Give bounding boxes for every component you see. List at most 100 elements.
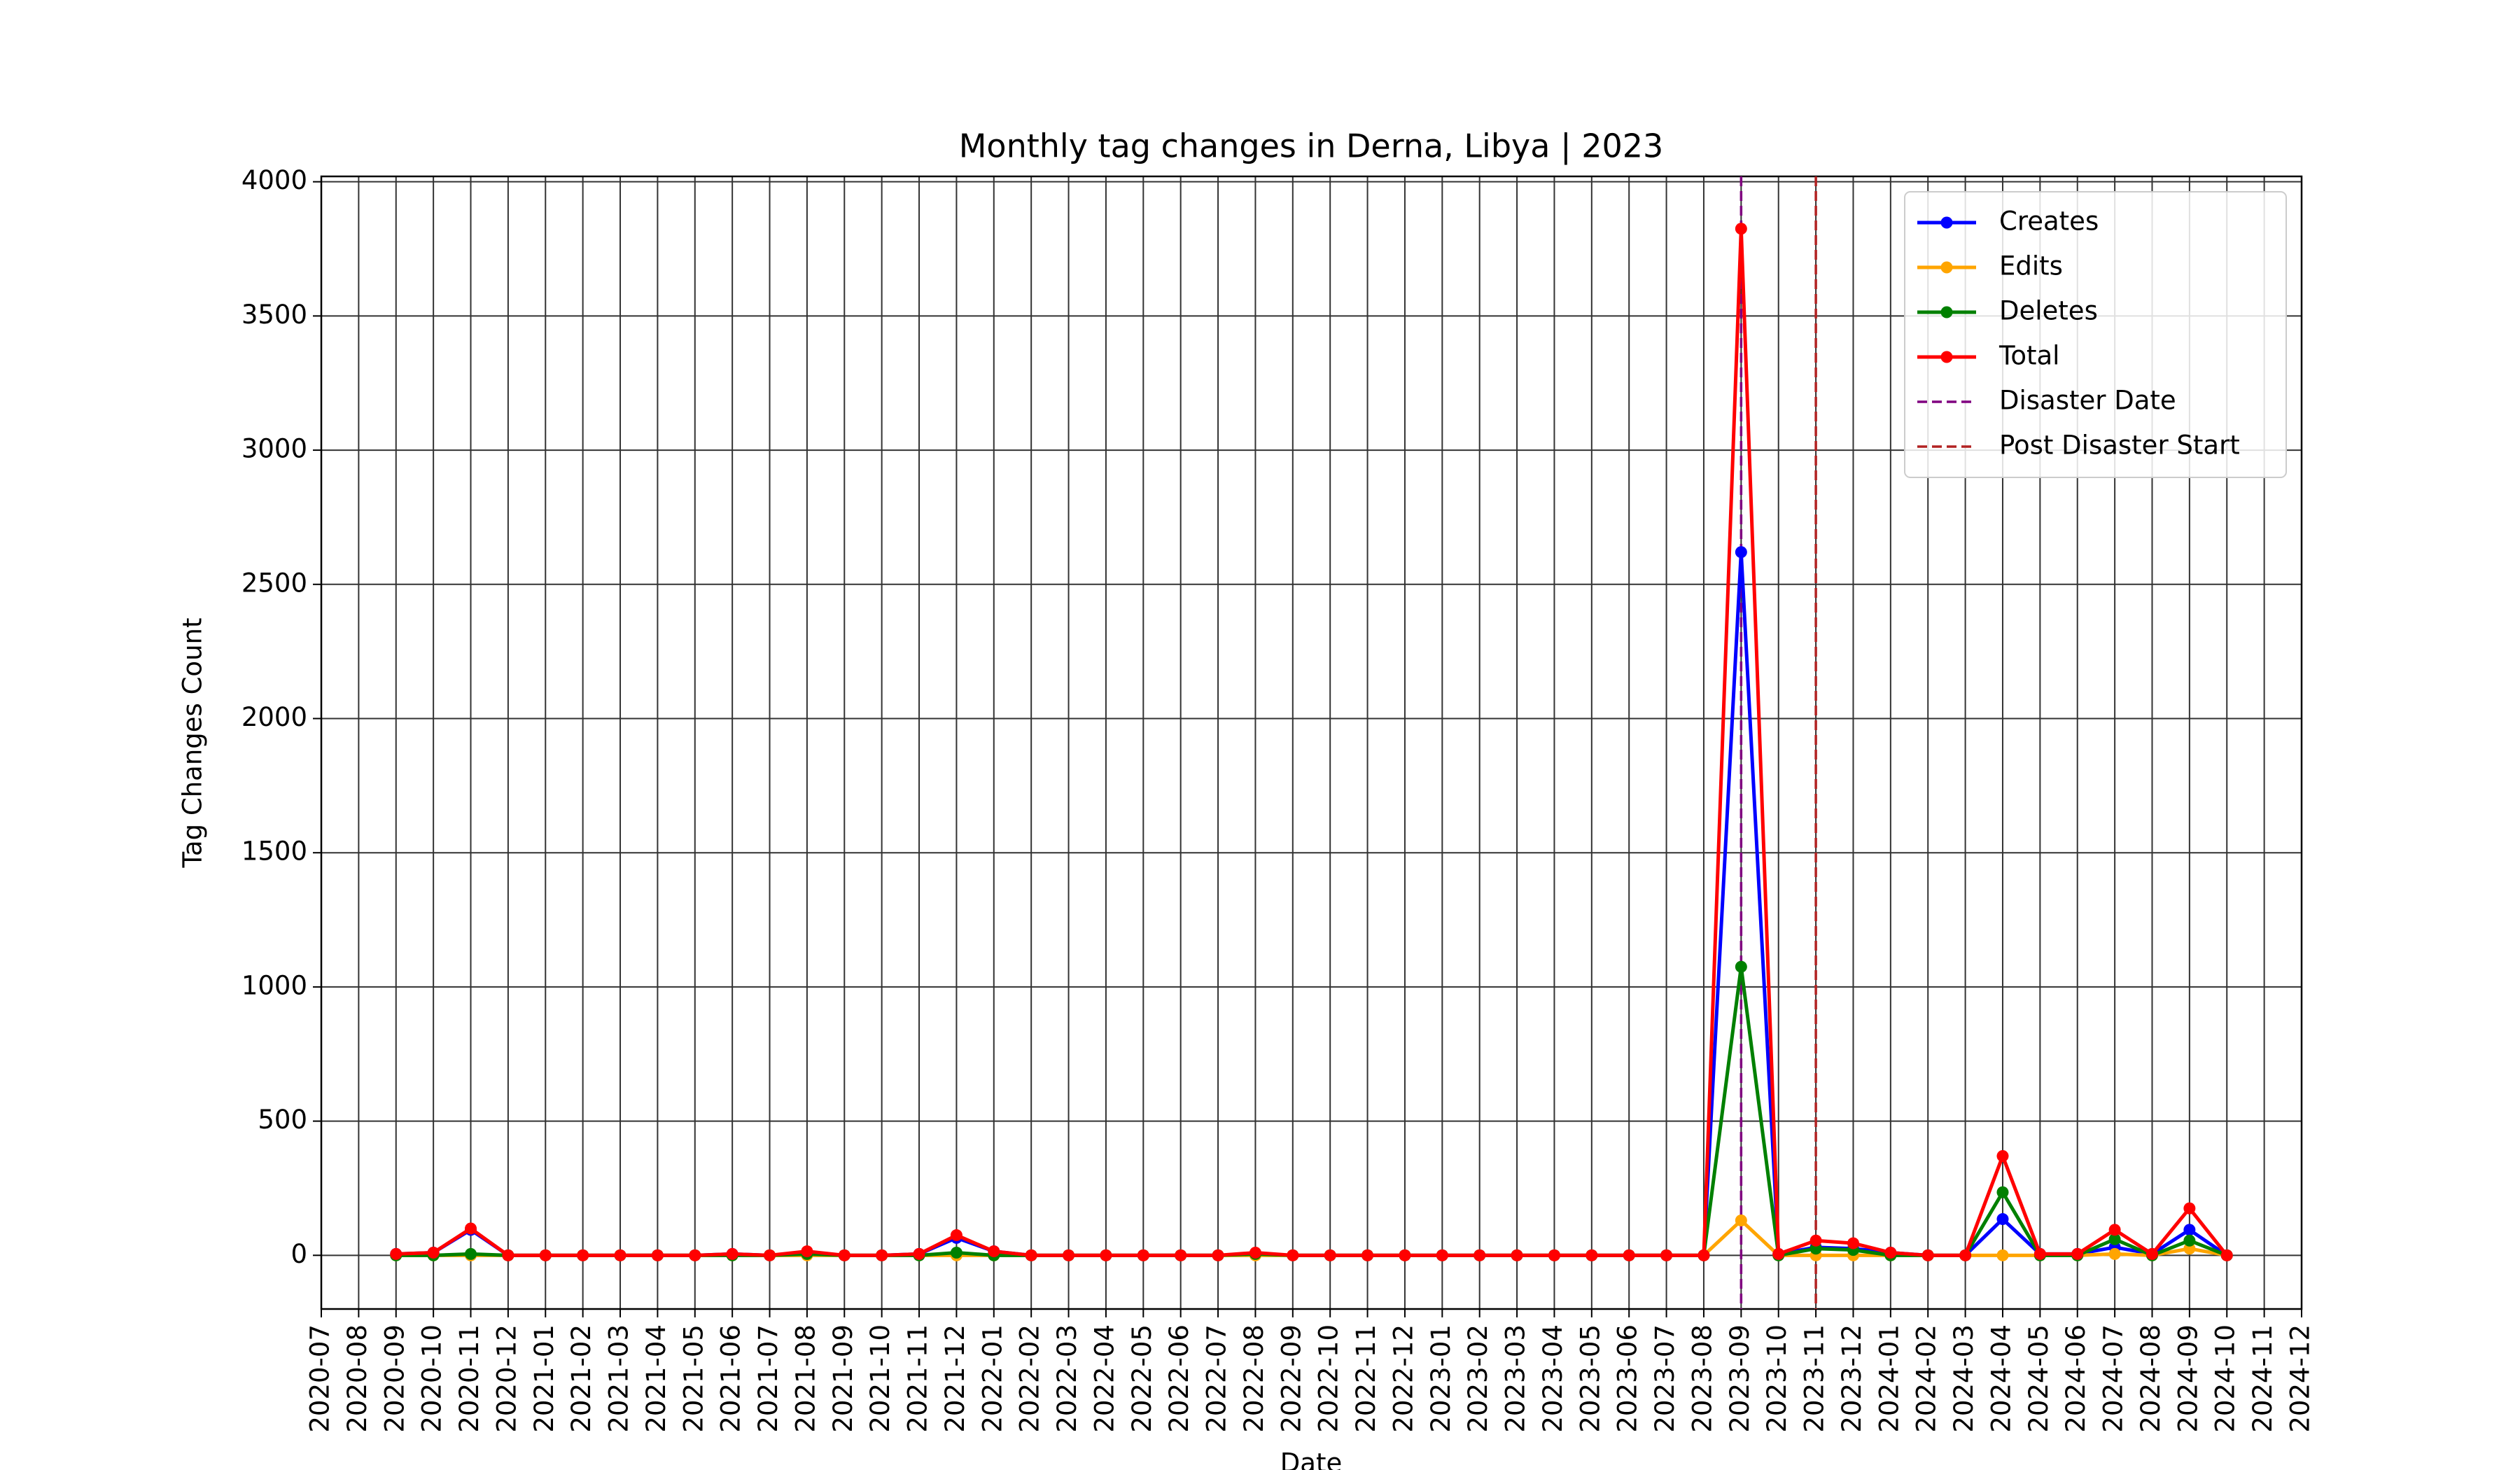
x-tick-label: 2021-10 [865,1324,895,1433]
x-tick-label: 2020-08 [342,1324,372,1433]
data-point [689,1249,701,1261]
x-tick-label: 2022-02 [1015,1324,1045,1433]
data-point [1025,1249,1037,1261]
y-tick-label: 1000 [241,970,307,1000]
data-point [2033,1247,2046,1260]
legend-marker [1940,216,1953,229]
data-point [2071,1247,2084,1260]
x-tick-label: 2021-01 [529,1324,559,1433]
data-point [876,1249,888,1261]
data-point [2108,1247,2121,1260]
x-tick-label: 2021-08 [790,1324,820,1433]
data-point [1921,1249,1934,1261]
x-tick-label: 2022-08 [1239,1324,1269,1433]
x-tick-label: 2021-05 [678,1324,708,1433]
data-point [2146,1247,2158,1260]
x-tick-label: 2024-09 [2173,1324,2203,1433]
y-tick-label: 500 [258,1105,307,1135]
x-tick-label: 2020-07 [305,1324,335,1433]
x-tick-label: 2024-04 [1986,1324,2016,1433]
x-tick-label: 2023-11 [1800,1324,1830,1433]
data-point [1100,1249,1112,1261]
x-tick-label: 2021-02 [566,1324,596,1433]
x-tick-label: 2021-12 [940,1324,970,1433]
data-point [465,1247,477,1260]
data-point [950,1229,962,1242]
data-point [1996,1186,2009,1198]
x-tick-label: 2021-03 [604,1324,634,1433]
data-point [2108,1233,2121,1245]
legend-box [1904,191,2287,478]
x-tick-label: 2023-12 [1837,1324,1867,1433]
y-tick-label: 0 [290,1239,307,1269]
data-point [1735,546,1747,559]
x-tick-label: 2021-07 [753,1324,783,1433]
x-tick-label: 2023-06 [1613,1324,1643,1433]
x-tick-label: 2022-07 [1202,1324,1232,1433]
legend-marker [1940,306,1953,318]
data-point [1212,1249,1224,1261]
legend-label: Disaster Date [1999,386,2176,416]
x-tick-label: 2023-09 [1725,1324,1755,1433]
y-tick-label: 1500 [241,836,307,867]
x-tick-label: 2022-12 [1388,1324,1418,1433]
legend: Creates Edits Deletes Total Disaster Date Pos… [1904,191,2287,478]
data-point [1623,1249,1635,1261]
data-point [2220,1249,2233,1261]
x-tick-label: 2022-10 [1314,1324,1344,1433]
data-point [1436,1249,1448,1261]
data-point [1063,1249,1075,1261]
x-tick-label: 2024-05 [2024,1324,2054,1433]
data-point [913,1247,925,1260]
data-point [1287,1249,1299,1261]
data-point [1511,1249,1523,1261]
series-line [396,1218,2227,1257]
y-tick-label: 3000 [241,434,307,464]
data-point [2183,1234,2196,1247]
data-point [801,1245,813,1258]
data-point [726,1247,738,1260]
x-tick-label: 2023-07 [1650,1324,1680,1433]
x-tick-label: 2021-04 [641,1324,671,1433]
data-point [427,1246,440,1259]
data-point [1996,1213,2009,1226]
data-point [390,1247,402,1260]
data-point [1137,1249,1149,1261]
y-axis-label: Tag Changes Count [178,618,208,869]
x-tick-label: 2020-10 [417,1324,447,1433]
data-point [1735,960,1747,973]
data-point [1959,1249,1972,1261]
data-point [838,1249,850,1261]
data-point [1362,1249,1374,1261]
data-point [950,1246,962,1259]
data-point [651,1249,664,1261]
x-tick-label: 2021-11 [903,1324,933,1433]
x-tick-label: 2022-04 [1089,1324,1119,1433]
x-tick-label: 2022-01 [977,1324,1007,1433]
x-tick-label: 2024-07 [2099,1324,2129,1433]
x-axis-label: Date [1280,1448,1342,1470]
legend-marker [1940,261,1953,274]
data-point [1996,1249,2009,1261]
x-tick-label: 2024-10 [2211,1324,2241,1433]
data-point [764,1249,776,1261]
data-point [988,1245,1000,1258]
y-tick-label: 2000 [241,702,307,732]
series-line [396,965,2228,1257]
x-tick-label: 2024-01 [1874,1324,1904,1433]
x-tick-label: 2023-05 [1575,1324,1605,1433]
legend-label: Post Disaster Start [1999,430,2240,461]
data-point [1735,1214,1747,1226]
data-point [465,1222,477,1235]
data-point [2183,1224,2196,1236]
data-point [1698,1249,1710,1261]
x-tick-label: 2024-12 [2286,1324,2316,1433]
y-tick-label: 3500 [241,300,307,330]
legend-label: Deletes [1999,296,2098,326]
data-point [2183,1202,2196,1214]
data-point [1884,1246,1897,1259]
data-point [1996,1149,2009,1162]
legend-label: Edits [1999,251,2063,281]
plot-frame [320,175,2303,1310]
